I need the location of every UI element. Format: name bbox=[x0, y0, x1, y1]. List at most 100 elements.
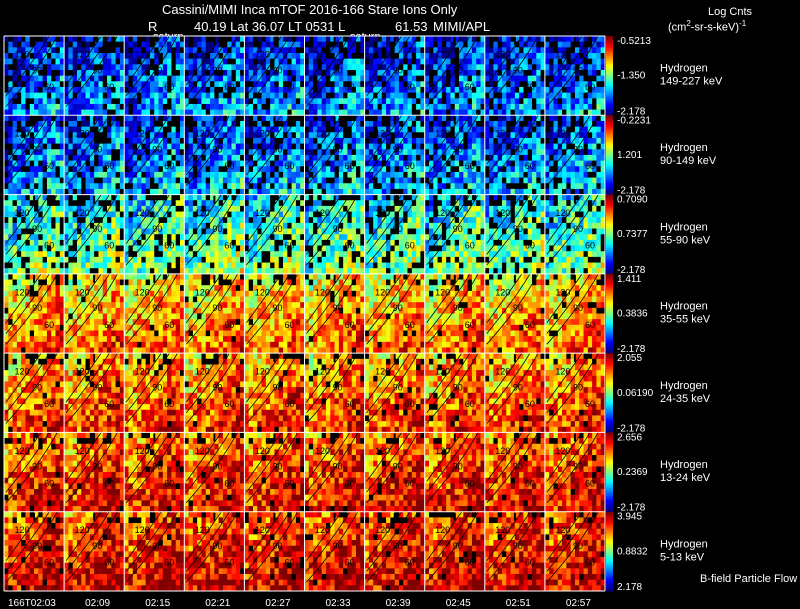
heatmap-cell bbox=[596, 36, 601, 42]
heatmap-cell bbox=[438, 149, 443, 155]
heatmap-cell bbox=[588, 110, 593, 116]
heatmap-cell bbox=[369, 110, 374, 116]
pitch-angle-label: 120 bbox=[495, 49, 510, 59]
heatmap-cell bbox=[566, 59, 571, 65]
heatmap-cell bbox=[56, 98, 61, 104]
heatmap-cell bbox=[133, 59, 138, 65]
heatmap-cell bbox=[25, 195, 30, 201]
heatmap-cell bbox=[13, 36, 18, 42]
heatmap-cell bbox=[244, 144, 249, 150]
heatmap-cell bbox=[446, 138, 451, 144]
heatmap-cell bbox=[167, 155, 172, 161]
heatmap-cell bbox=[519, 110, 524, 116]
heatmap-cell bbox=[472, 93, 477, 99]
heatmap-cell bbox=[68, 240, 73, 246]
heatmap-cell bbox=[536, 172, 541, 178]
heatmap-cell bbox=[455, 172, 460, 178]
heatmap-cell bbox=[184, 115, 189, 121]
heatmap-cell bbox=[562, 144, 567, 150]
heatmap-cell bbox=[519, 189, 524, 195]
heatmap-cell bbox=[502, 110, 507, 116]
heatmap-cell bbox=[4, 53, 9, 59]
heatmap-cell bbox=[13, 87, 18, 93]
heatmap-cell bbox=[56, 93, 61, 99]
heatmap-cell bbox=[223, 183, 228, 189]
heatmap-cell bbox=[433, 36, 438, 42]
heatmap-cell bbox=[56, 246, 61, 252]
heatmap-cell bbox=[356, 183, 361, 189]
heatmap-cell bbox=[309, 172, 314, 178]
heatmap-cell bbox=[223, 263, 228, 269]
heatmap-cell bbox=[416, 189, 421, 195]
heatmap-cell bbox=[43, 76, 48, 82]
heatmap-cell bbox=[365, 64, 370, 70]
heatmap-cell bbox=[343, 47, 348, 53]
heatmap-cell bbox=[296, 155, 301, 161]
heatmap-cell bbox=[549, 183, 554, 189]
heatmap-cell bbox=[571, 178, 576, 184]
heatmap-cell bbox=[274, 138, 279, 144]
heatmap-cell bbox=[270, 104, 275, 110]
pitch-angle-label: 90 bbox=[573, 65, 583, 75]
heatmap-cell bbox=[219, 155, 224, 161]
heatmap-cell bbox=[146, 42, 151, 48]
heatmap-cell bbox=[403, 127, 408, 133]
heatmap-cell bbox=[184, 223, 189, 229]
heatmap-cell bbox=[468, 98, 473, 104]
heatmap-cell bbox=[412, 47, 417, 53]
heatmap-cell bbox=[154, 59, 159, 65]
heatmap-cell bbox=[68, 64, 73, 70]
heatmap-cell bbox=[249, 93, 254, 99]
heatmap-cell bbox=[249, 59, 254, 65]
heatmap-cell bbox=[296, 42, 301, 48]
pitch-angle-label: 60 bbox=[164, 241, 174, 251]
heatmap-cell bbox=[296, 166, 301, 172]
heatmap-cell bbox=[223, 93, 228, 99]
heatmap-cell bbox=[43, 115, 48, 121]
heatmap-cell bbox=[90, 206, 95, 212]
heatmap-cell bbox=[90, 104, 95, 110]
heatmap-cell bbox=[287, 172, 292, 178]
heatmap-cell bbox=[154, 240, 159, 246]
heatmap-cell bbox=[429, 183, 434, 189]
heatmap-cell bbox=[347, 172, 352, 178]
heatmap-cell bbox=[506, 87, 511, 93]
heatmap-cell bbox=[232, 189, 237, 195]
heatmap-cell bbox=[493, 155, 498, 161]
heatmap-cell bbox=[133, 121, 138, 127]
heatmap-cell bbox=[124, 229, 129, 235]
heatmap-cell bbox=[579, 93, 584, 99]
colorbar: -0.5213-1.350-2.178 bbox=[606, 36, 651, 117]
heatmap-cell bbox=[545, 127, 550, 133]
heatmap-cell bbox=[545, 36, 550, 42]
heatmap-cell bbox=[51, 53, 56, 59]
heatmap-cell bbox=[116, 234, 121, 240]
heatmap-cell bbox=[553, 98, 558, 104]
energy-label: 149-227 keV bbox=[660, 76, 723, 88]
heatmap-cell bbox=[47, 268, 52, 274]
heatmap-cell bbox=[73, 144, 78, 150]
heatmap-cell bbox=[227, 76, 232, 82]
heatmap-cell bbox=[584, 189, 589, 195]
heatmap-cell bbox=[365, 149, 370, 155]
heatmap-cell bbox=[56, 268, 61, 274]
heatmap-cell bbox=[450, 161, 455, 167]
heatmap-cell bbox=[596, 70, 601, 76]
heatmap-cell bbox=[21, 200, 26, 206]
heatmap-cell bbox=[292, 127, 297, 133]
heatmap-cell bbox=[433, 110, 438, 116]
heatmap-cell bbox=[425, 98, 430, 104]
heatmap-cell bbox=[21, 172, 26, 178]
heatmap-cell bbox=[395, 138, 400, 144]
heatmap-cell bbox=[214, 251, 219, 257]
heatmap-cell bbox=[56, 87, 61, 93]
heatmap-cell bbox=[347, 70, 352, 76]
heatmap-cell bbox=[322, 110, 327, 116]
heatmap-cell bbox=[536, 144, 541, 150]
heatmap-cell bbox=[455, 155, 460, 161]
heatmap-cell bbox=[592, 98, 597, 104]
heatmap-cell bbox=[365, 178, 370, 184]
heatmap-cell bbox=[77, 115, 82, 121]
heatmap-cell bbox=[98, 59, 103, 65]
